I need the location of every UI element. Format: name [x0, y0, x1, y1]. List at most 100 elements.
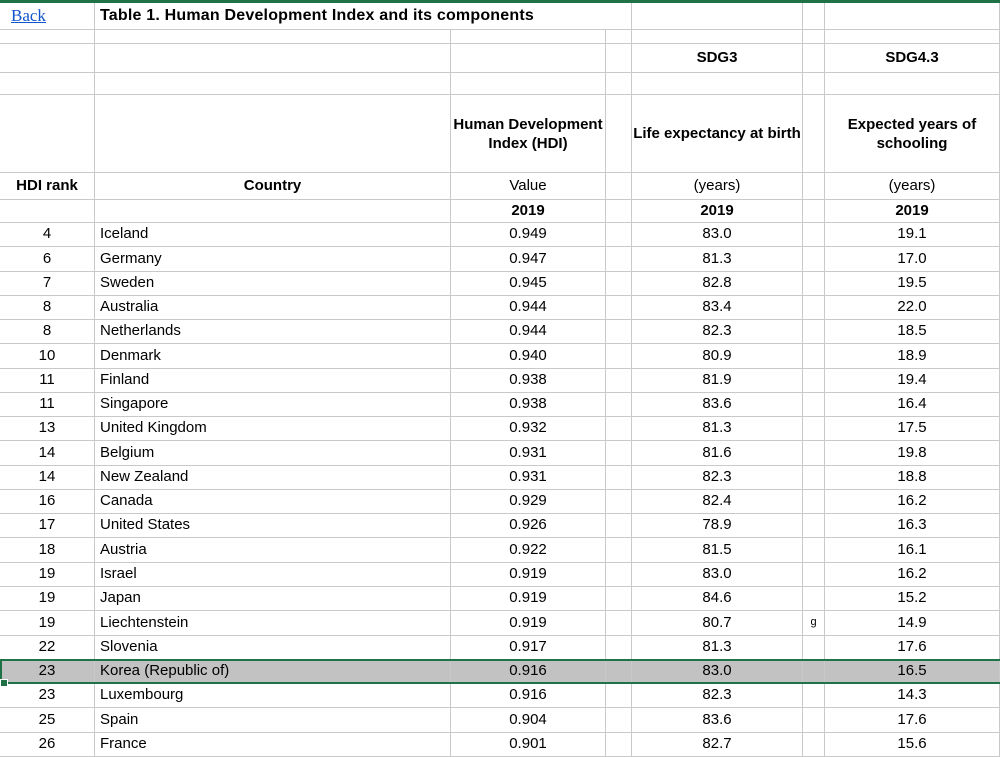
note-cell[interactable]: [803, 271, 825, 295]
note-cell[interactable]: [803, 708, 825, 732]
hdi-value-cell[interactable]: 0.904: [451, 708, 606, 732]
life-expectancy-cell[interactable]: 81.6: [632, 441, 803, 465]
life-expectancy-cell[interactable]: 83.0: [632, 660, 803, 683]
empty-cell[interactable]: [606, 562, 632, 586]
rank-cell[interactable]: 18: [0, 538, 95, 562]
empty-cell[interactable]: [95, 44, 451, 72]
note-cell[interactable]: [803, 538, 825, 562]
empty-cell[interactable]: [606, 173, 632, 199]
note-cell[interactable]: [803, 635, 825, 659]
rank-cell[interactable]: 7: [0, 271, 95, 295]
empty-cell[interactable]: [606, 344, 632, 368]
schooling-cell[interactable]: 19.5: [825, 271, 1000, 295]
empty-cell[interactable]: [0, 95, 95, 172]
life-expectancy-cell[interactable]: 78.9: [632, 514, 803, 538]
empty-cell[interactable]: [606, 30, 632, 43]
life-expectancy-cell[interactable]: 82.3: [632, 465, 803, 489]
schooling-cell[interactable]: 16.4: [825, 392, 1000, 417]
life-expectancy-cell[interactable]: 84.6: [632, 586, 803, 611]
schooling-cell[interactable]: 16.5: [825, 660, 1000, 683]
note-cell[interactable]: g: [803, 611, 825, 635]
empty-cell[interactable]: [803, 44, 825, 72]
empty-cell[interactable]: [606, 441, 632, 465]
country-cell[interactable]: Denmark: [95, 344, 451, 368]
schooling-cell[interactable]: 18.8: [825, 465, 1000, 489]
country-cell[interactable]: Spain: [95, 708, 451, 732]
note-cell[interactable]: [803, 684, 825, 708]
empty-cell[interactable]: [606, 732, 632, 756]
hdi-value-cell[interactable]: 0.931: [451, 441, 606, 465]
empty-cell[interactable]: [632, 73, 803, 94]
note-cell[interactable]: [803, 247, 825, 271]
empty-cell[interactable]: [606, 44, 632, 72]
note-cell[interactable]: [803, 417, 825, 441]
rank-cell[interactable]: 19: [0, 611, 95, 635]
hdi-value-cell[interactable]: 0.929: [451, 489, 606, 514]
hdi-unit-label[interactable]: Value: [451, 173, 606, 199]
hdi-value-cell[interactable]: 0.919: [451, 611, 606, 635]
empty-cell[interactable]: [0, 30, 95, 43]
schooling-cell[interactable]: 17.6: [825, 708, 1000, 732]
life-expectancy-cell[interactable]: 83.0: [632, 562, 803, 586]
hdi-value-cell[interactable]: 0.947: [451, 247, 606, 271]
empty-cell[interactable]: [606, 320, 632, 344]
country-cell[interactable]: Belgium: [95, 441, 451, 465]
country-cell[interactable]: France: [95, 732, 451, 756]
life-expectancy-cell[interactable]: 80.7: [632, 611, 803, 635]
empty-cell[interactable]: [606, 538, 632, 562]
empty-cell[interactable]: [606, 95, 632, 172]
hdi-value-cell[interactable]: 0.944: [451, 320, 606, 344]
rank-cell[interactable]: 14: [0, 465, 95, 489]
country-cell[interactable]: Luxembourg: [95, 684, 451, 708]
note-cell[interactable]: [803, 489, 825, 514]
empty-cell[interactable]: [606, 708, 632, 732]
empty-cell[interactable]: [606, 489, 632, 514]
empty-cell[interactable]: [825, 30, 1000, 43]
rank-cell[interactable]: 23: [0, 684, 95, 708]
back-link[interactable]: Back: [11, 6, 46, 26]
empty-cell[interactable]: [95, 73, 451, 94]
note-cell[interactable]: [803, 223, 825, 247]
schooling-cell[interactable]: 16.2: [825, 489, 1000, 514]
rank-cell[interactable]: 6: [0, 247, 95, 271]
empty-cell[interactable]: [606, 635, 632, 659]
empty-cell[interactable]: [0, 73, 95, 94]
country-cell[interactable]: Austria: [95, 538, 451, 562]
note-cell[interactable]: [803, 441, 825, 465]
hdi-value-cell[interactable]: 0.917: [451, 635, 606, 659]
rank-cell[interactable]: 26: [0, 732, 95, 756]
country-cell[interactable]: Canada: [95, 489, 451, 514]
country-cell[interactable]: Germany: [95, 247, 451, 271]
country-cell[interactable]: Singapore: [95, 392, 451, 417]
schooling-cell[interactable]: 15.2: [825, 586, 1000, 611]
life-expectancy-cell[interactable]: 81.3: [632, 635, 803, 659]
country-cell[interactable]: United Kingdom: [95, 417, 451, 441]
life-expectancy-cell[interactable]: 83.6: [632, 392, 803, 417]
empty-cell[interactable]: [451, 44, 606, 72]
life-expectancy-column-title[interactable]: Life expectancy at birth: [632, 95, 803, 172]
empty-cell[interactable]: [606, 223, 632, 247]
hdi-value-cell[interactable]: 0.949: [451, 223, 606, 247]
life-expectancy-cell[interactable]: 83.4: [632, 295, 803, 320]
empty-cell[interactable]: [632, 30, 803, 43]
empty-cell[interactable]: [606, 368, 632, 392]
empty-cell[interactable]: [606, 73, 632, 94]
hdi-value-cell[interactable]: 0.926: [451, 514, 606, 538]
schooling-cell[interactable]: 17.0: [825, 247, 1000, 271]
empty-cell[interactable]: [606, 200, 632, 222]
empty-cell[interactable]: [95, 30, 451, 43]
life-expectancy-cell[interactable]: 83.0: [632, 223, 803, 247]
life-expectancy-cell[interactable]: 80.9: [632, 344, 803, 368]
empty-cell[interactable]: [606, 417, 632, 441]
hdi-value-cell[interactable]: 0.938: [451, 392, 606, 417]
life-expectancy-cell[interactable]: 82.3: [632, 320, 803, 344]
hdi-value-cell[interactable]: 0.916: [451, 660, 606, 683]
empty-cell[interactable]: [825, 3, 1000, 29]
country-header[interactable]: Country: [95, 173, 451, 199]
empty-cell[interactable]: [606, 684, 632, 708]
schooling-cell[interactable]: 16.1: [825, 538, 1000, 562]
schooling-cell[interactable]: 19.8: [825, 441, 1000, 465]
rank-cell[interactable]: 11: [0, 392, 95, 417]
note-cell[interactable]: [803, 586, 825, 611]
school-year-label[interactable]: 2019: [825, 200, 1000, 222]
